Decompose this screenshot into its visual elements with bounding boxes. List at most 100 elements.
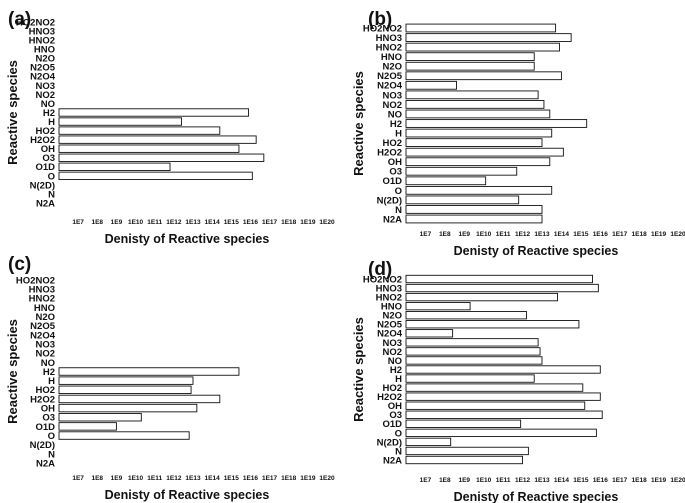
bar-HO2NO2 xyxy=(405,23,557,33)
bar-H2O2 xyxy=(405,147,564,157)
bar-H2 xyxy=(58,367,240,376)
x-tick-label: 1E7 xyxy=(72,219,84,226)
bar-H xyxy=(58,117,182,126)
x-axis-label: Denisty of Reactive species xyxy=(454,490,619,503)
bar-H2 xyxy=(405,119,588,128)
bar-NO3 xyxy=(405,338,539,347)
category-label: N2A xyxy=(383,455,402,466)
bar-OH xyxy=(58,144,240,153)
x-tick-label: 1E18 xyxy=(281,219,297,226)
bar-O xyxy=(58,431,190,440)
category-label: N2O4 xyxy=(30,330,56,341)
category-label: H xyxy=(48,376,55,387)
chart-panel-b: (b)HO2NO2HNO3HNO2HNON2ON2O5N2O4NO3NO2NOH… xyxy=(351,9,685,258)
x-tick-label: 1E20 xyxy=(319,219,335,226)
category-label: HNO xyxy=(34,45,55,56)
category-label: HO2 xyxy=(35,126,55,137)
x-tick-label: 1E13 xyxy=(534,477,550,484)
category-label: NO3 xyxy=(382,338,402,349)
category-label: O3 xyxy=(389,167,402,178)
bar-O1D xyxy=(58,162,171,171)
category-label: N2O5 xyxy=(377,320,403,331)
bar-N(2D) xyxy=(405,437,452,447)
category-label: O1D xyxy=(35,162,55,173)
category-label: N xyxy=(395,205,402,216)
category-label: NO xyxy=(41,358,55,369)
x-tick-label: 1E10 xyxy=(128,475,144,482)
category-label: N2O xyxy=(35,312,55,323)
category-label: H xyxy=(48,117,55,128)
bar-OH xyxy=(405,157,551,167)
bar-HO2 xyxy=(58,385,192,395)
category-label: H2 xyxy=(390,119,402,130)
category-label: HO2 xyxy=(382,138,402,149)
category-label: HNO3 xyxy=(376,283,402,294)
category-label: O xyxy=(395,186,402,197)
x-tick-label: 1E18 xyxy=(632,231,648,238)
category-label: N2O4 xyxy=(30,72,56,83)
x-tick-label: 1E9 xyxy=(458,231,470,238)
x-tick-label: 1E15 xyxy=(573,477,589,484)
category-label: H2O2 xyxy=(30,135,55,146)
category-label: O xyxy=(48,171,55,182)
bar-H xyxy=(405,374,535,383)
x-tick-label: 1E8 xyxy=(91,219,103,226)
x-tick-label: 1E12 xyxy=(166,475,182,482)
x-axis-label: Denisty of Reactive species xyxy=(105,232,270,246)
chart-panel-c: (c)HO2NO2HNO3HNO2HNON2ON2O5N2O4NO3NO2NOH… xyxy=(5,254,335,502)
bar-H2 xyxy=(58,108,249,117)
category-label: HNO xyxy=(381,52,402,63)
category-label: NO2 xyxy=(35,349,55,360)
category-label: OH xyxy=(41,404,55,415)
panel-label: (c) xyxy=(8,254,31,275)
x-tick-label: 1E13 xyxy=(185,219,201,226)
x-tick-label: 1E15 xyxy=(573,231,589,238)
chart-panel-d: (d)HO2NO2HNO3HNO2HNON2ON2O5N2O4NO3NO2NOH… xyxy=(351,259,685,503)
bar-HO2 xyxy=(405,138,543,147)
bar-HNO3 xyxy=(405,283,599,293)
category-label: N2O5 xyxy=(30,63,56,74)
category-label: H2O2 xyxy=(30,394,55,405)
category-label: O xyxy=(48,431,55,442)
category-label: NO2 xyxy=(382,347,402,358)
category-label: HO2NO2 xyxy=(16,275,55,286)
bar-OH xyxy=(405,401,586,410)
category-label: NO2 xyxy=(382,100,402,111)
category-label: NO xyxy=(41,99,55,110)
x-tick-label: 1E11 xyxy=(147,475,162,482)
bar-N(2D) xyxy=(405,195,520,205)
x-tick-label: 1E10 xyxy=(476,477,492,484)
bar-O1D xyxy=(58,422,117,431)
bar-O1D xyxy=(405,419,522,428)
bar-H2O2 xyxy=(58,394,221,404)
category-label: H xyxy=(395,374,402,385)
category-label: HO2NO2 xyxy=(16,17,55,28)
x-tick-label: 1E8 xyxy=(439,477,451,484)
category-label: NO xyxy=(388,356,402,367)
bar-O1D xyxy=(405,176,487,186)
bar-NO xyxy=(405,356,543,365)
category-label: N xyxy=(395,446,402,457)
bar-O xyxy=(405,428,597,438)
bar-N2O4 xyxy=(405,80,457,90)
chart-panel-a: (a)HO2NO2HNO3HNO2HNON2ON2O5N2O4NO3NO2NOH… xyxy=(5,9,335,246)
x-tick-label: 1E16 xyxy=(593,231,609,238)
x-tick-label: 1E16 xyxy=(593,477,609,484)
category-label: H2 xyxy=(43,367,55,378)
category-label: O3 xyxy=(42,153,55,164)
category-label: OH xyxy=(388,157,402,168)
x-tick-label: 1E7 xyxy=(72,475,84,482)
category-label: N(2D) xyxy=(30,180,55,191)
category-label: NO3 xyxy=(35,81,55,92)
x-tick-label: 1E11 xyxy=(496,231,511,238)
category-label: NO2 xyxy=(35,90,55,101)
bar-HNO2 xyxy=(405,42,560,52)
x-tick-label: 1E12 xyxy=(515,231,531,238)
x-tick-label: 1E15 xyxy=(224,475,240,482)
bar-N xyxy=(405,205,543,214)
category-label: O3 xyxy=(389,410,402,421)
panel-label: (d) xyxy=(368,259,392,280)
category-label: N2A xyxy=(383,214,402,225)
x-tick-label: 1E20 xyxy=(319,475,335,482)
